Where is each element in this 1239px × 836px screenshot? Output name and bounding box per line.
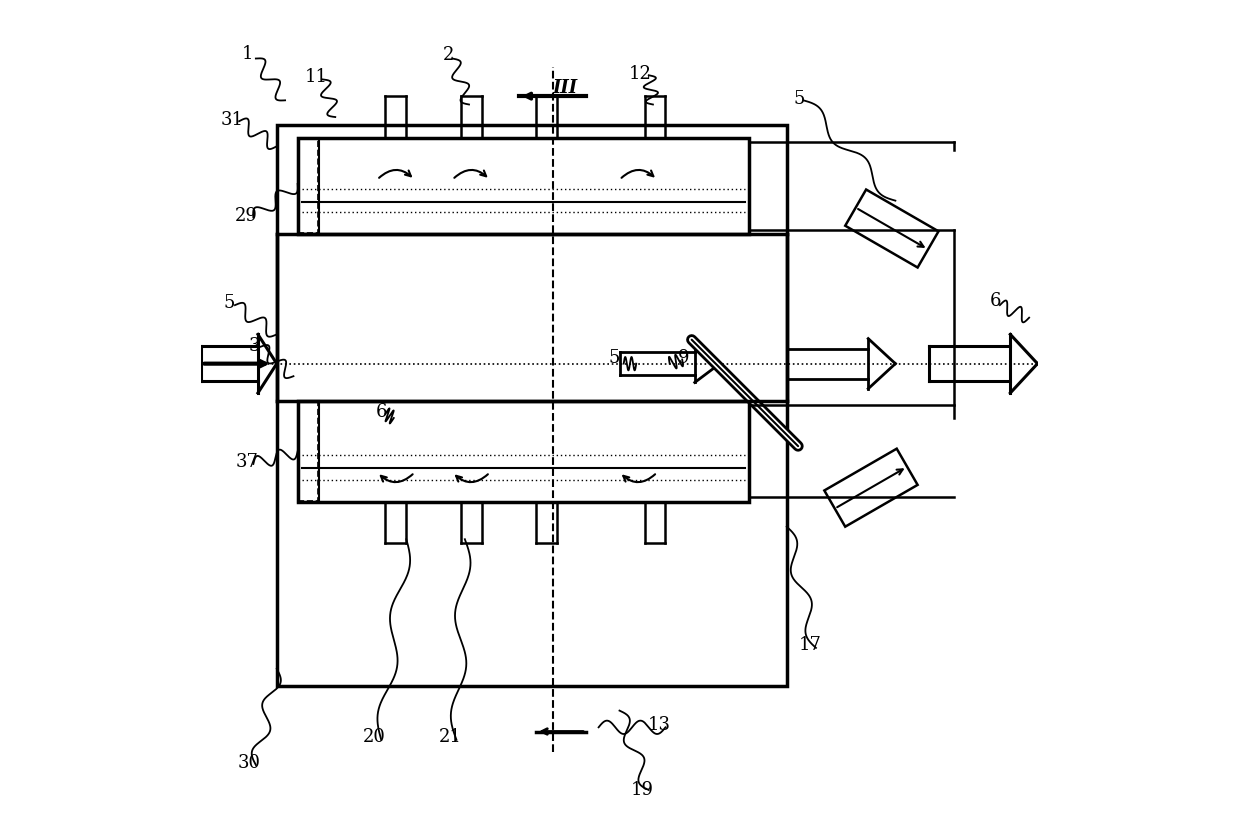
Text: 3: 3 [248, 337, 260, 355]
Text: 2: 2 [442, 46, 453, 64]
Bar [299, 139, 317, 233]
Text: 17: 17 [799, 636, 821, 655]
Text: 19: 19 [631, 781, 653, 799]
Text: 11: 11 [305, 68, 327, 86]
Text: 12: 12 [629, 64, 652, 83]
Bar [297, 138, 750, 234]
Text: 9: 9 [678, 349, 690, 367]
Text: III: III [553, 79, 577, 97]
Text: 37: 37 [237, 453, 259, 472]
Bar [297, 401, 318, 502]
Text: 6: 6 [990, 292, 1001, 310]
Text: 29: 29 [235, 206, 258, 225]
Text: 31: 31 [221, 110, 244, 129]
Bar [297, 138, 318, 234]
Text: 6: 6 [375, 403, 387, 421]
Text: 1: 1 [242, 45, 253, 64]
Text: 5: 5 [793, 89, 805, 108]
Text: 5: 5 [223, 293, 234, 312]
Text: 21: 21 [439, 728, 462, 747]
Text: 5: 5 [608, 349, 621, 367]
Bar [299, 402, 317, 501]
Text: 30: 30 [238, 754, 260, 772]
Text: 13: 13 [648, 716, 672, 734]
Text: 20: 20 [363, 728, 387, 747]
Bar [297, 401, 750, 502]
Bar [276, 125, 787, 686]
